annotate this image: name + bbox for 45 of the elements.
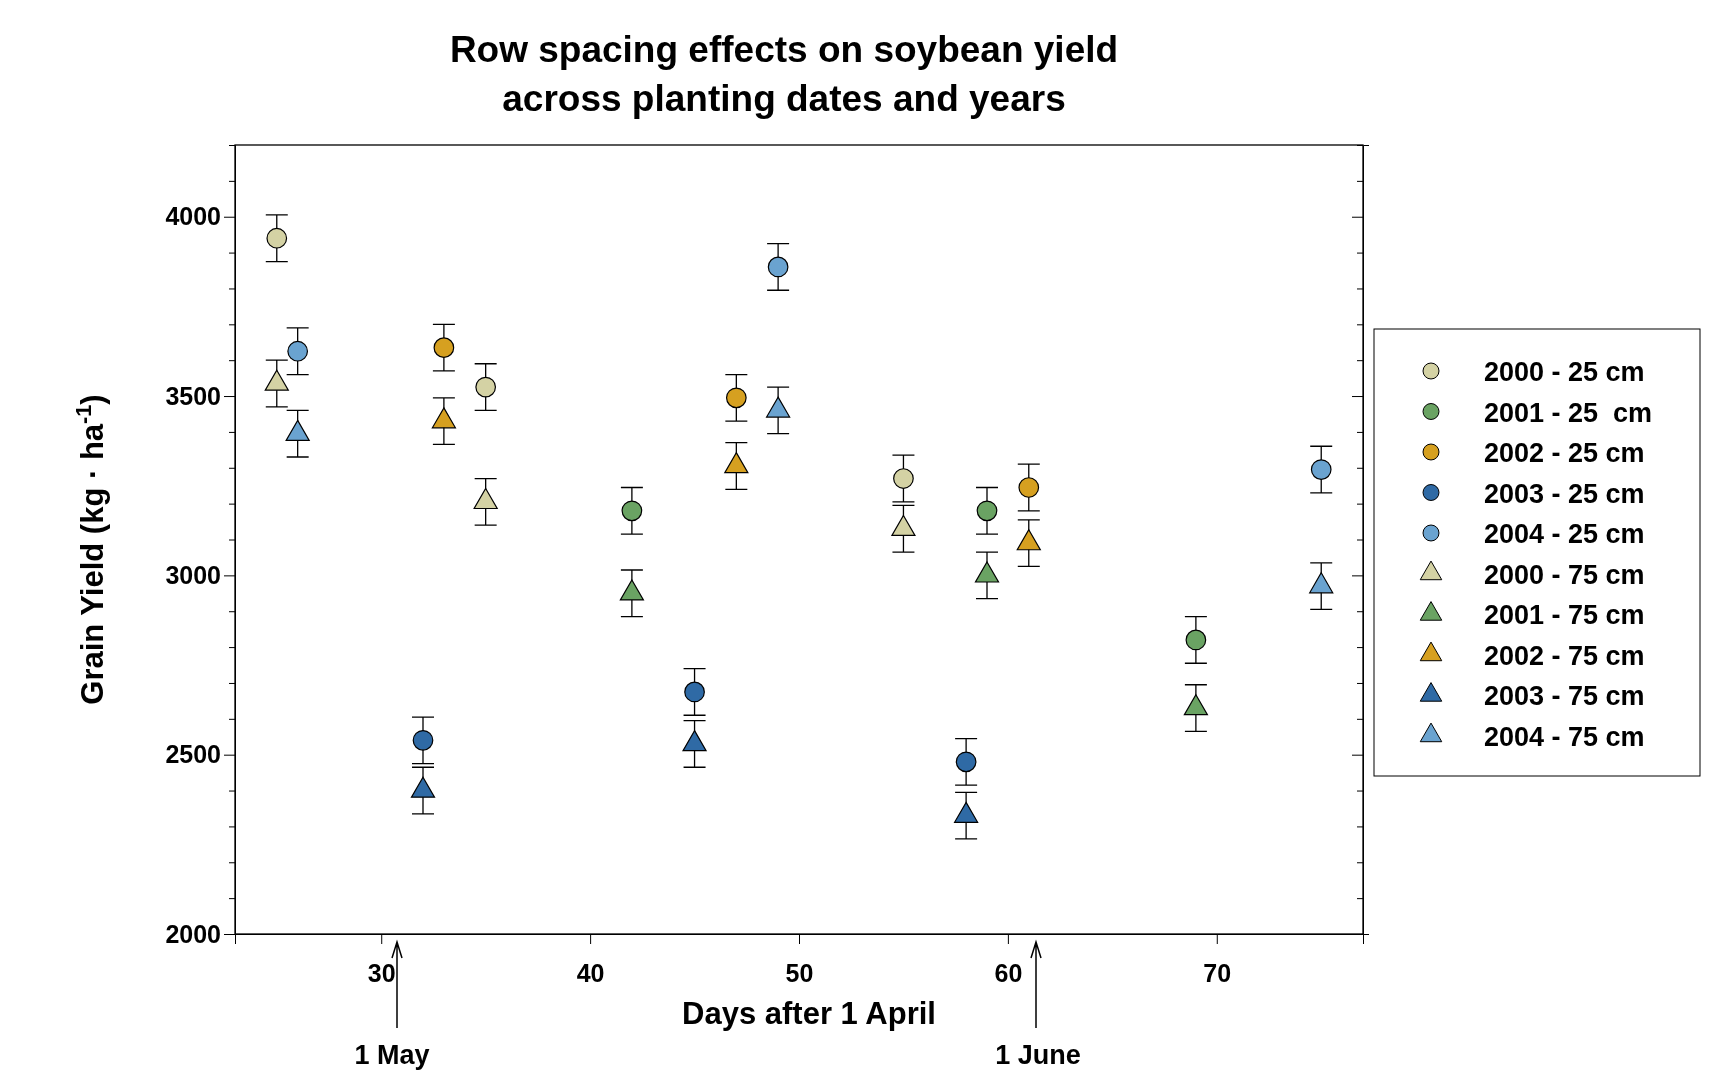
y-tick-label: 2500	[165, 740, 221, 769]
point	[682, 730, 707, 752]
legend-label: 2004 - 25 cm	[1484, 519, 1645, 549]
legend-label: 2001 - 75 cm	[1484, 600, 1645, 630]
legend-label: 2002 - 25 cm	[1484, 438, 1645, 468]
point	[976, 500, 998, 522]
text: 1 June	[995, 1040, 1081, 1070]
point	[475, 376, 497, 398]
y-tick-label: 2000	[165, 919, 221, 948]
point	[410, 776, 436, 798]
x-tick-label: 40	[576, 958, 605, 987]
legend-label: 2003 - 25 cm	[1484, 478, 1645, 509]
x-tick-label: 60	[994, 958, 1023, 987]
point	[953, 801, 979, 823]
x-tick-label: 50	[785, 958, 814, 987]
point	[1018, 477, 1040, 498]
point	[1309, 572, 1334, 594]
point	[287, 340, 309, 362]
y-tick-label: 3000	[165, 560, 221, 589]
x-tick-label: 30	[367, 958, 396, 987]
point	[1183, 694, 1209, 716]
point	[974, 561, 1000, 583]
point	[893, 468, 914, 489]
point	[767, 256, 789, 278]
chart-title: Row spacing effects on soybean yield across planting dates and years	[449, 29, 1119, 119]
y-tick-label: 4000	[165, 202, 221, 231]
point	[1310, 459, 1332, 480]
text: 1 May	[354, 1040, 430, 1070]
point	[724, 452, 749, 474]
point	[621, 500, 643, 522]
legend-label: 2004 - 75 cm	[1484, 721, 1645, 752]
point	[725, 387, 747, 409]
point	[266, 227, 288, 249]
x-tick-label: 70	[1203, 958, 1232, 987]
point	[433, 337, 455, 358]
legend-label: 2000 - 75 cm	[1484, 559, 1645, 590]
legend-label: 2002 - 75 cm	[1484, 640, 1645, 671]
y-tick-label: 3500	[165, 381, 221, 410]
x-axis-title: Days after 1 April	[682, 996, 936, 1031]
legend-label: 2000 - 25 cm	[1484, 357, 1645, 387]
point	[619, 579, 645, 601]
legend-label: 2001 - 25 cm	[1484, 397, 1653, 428]
legend-label: 2003 - 75 cm	[1484, 681, 1645, 711]
point	[473, 487, 498, 510]
point	[1016, 529, 1041, 551]
